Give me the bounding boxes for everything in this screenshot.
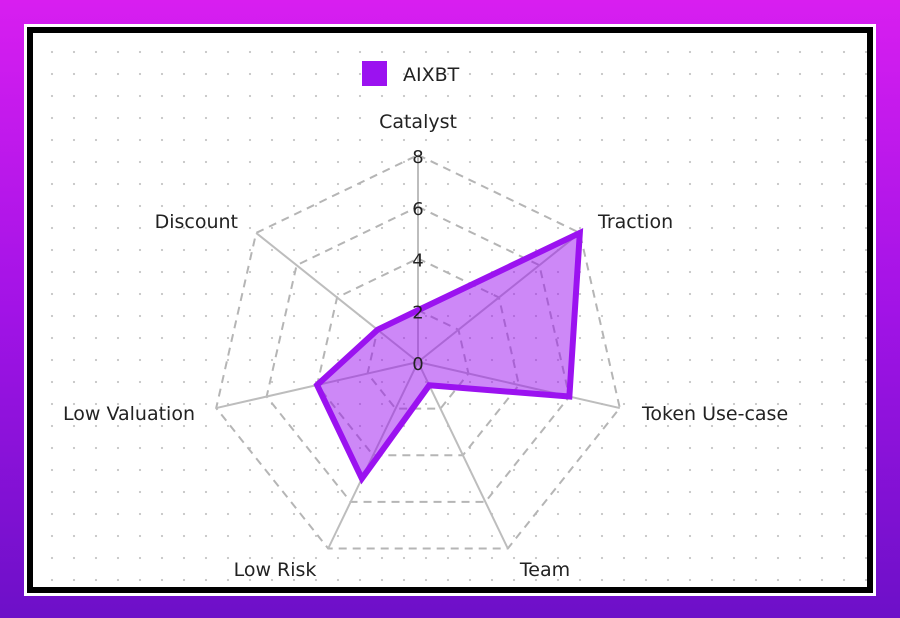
r-tick-label: 8	[412, 147, 423, 168]
grid-ring	[366, 309, 470, 410]
legend-swatch	[362, 61, 387, 86]
series-marks	[313, 228, 584, 485]
legend-label: AIXBT	[403, 64, 460, 86]
r-tick-label: 2	[412, 302, 423, 323]
chart-frame	[24, 24, 876, 596]
category-label: Low Risk	[234, 559, 317, 581]
category-label: Team	[519, 559, 570, 581]
axis-line	[417, 361, 509, 549]
category-label: Catalyst	[379, 111, 457, 133]
labels: 0 2 4 6 8 Catalyst Traction Token Use-case Team L…	[63, 111, 788, 581]
category-label: Traction	[597, 211, 673, 233]
r-tick-label: 0	[412, 354, 423, 375]
category-label: Token Use-case	[641, 403, 788, 425]
legend: AIXBT	[362, 61, 460, 86]
category-label: Discount	[155, 211, 238, 233]
r-tick-label: 6	[412, 199, 423, 220]
series-area	[313, 228, 584, 485]
r-tick-label: 4	[412, 251, 423, 272]
category-label: Low Valuation	[63, 403, 195, 425]
